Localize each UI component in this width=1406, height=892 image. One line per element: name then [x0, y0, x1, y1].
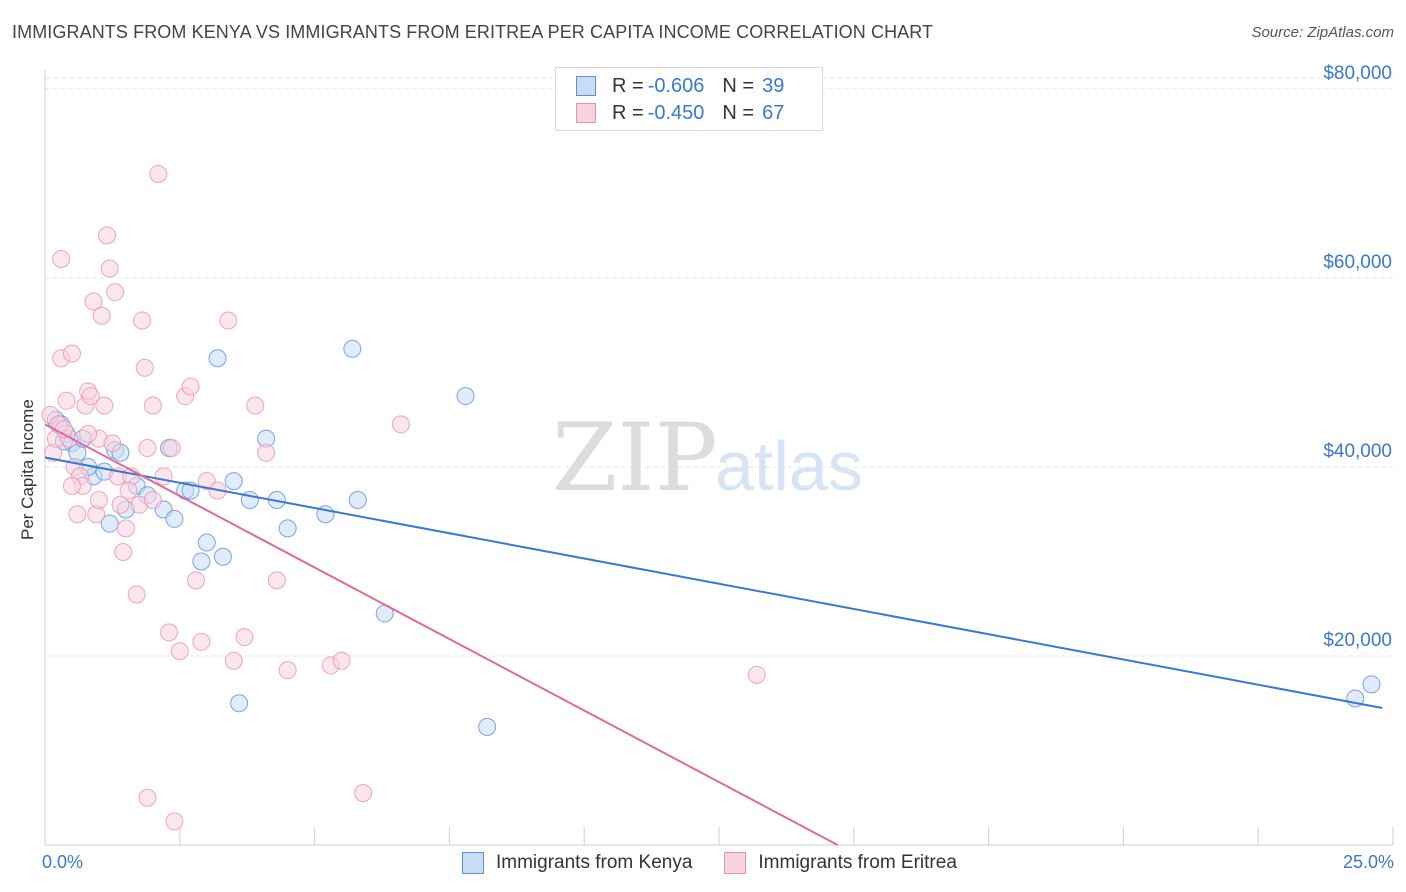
r-value: -0.606: [647, 74, 705, 97]
eritrea-legend-swatch: [724, 852, 747, 874]
eritrea-point[interactable]: [57, 391, 76, 410]
eritrea-trend-line: [44, 423, 839, 846]
eritrea-point[interactable]: [149, 164, 168, 183]
eritrea-point[interactable]: [79, 424, 98, 443]
eritrea-point[interactable]: [106, 283, 125, 302]
eritrea-point[interactable]: [332, 651, 351, 670]
grid-lines: [45, 77, 1393, 657]
trend-lines: [44, 423, 1383, 846]
watermark-zip: ZIP: [552, 404, 718, 513]
stats-legend: R = -0.606 N = 39 R = -0.450 N = 67: [555, 67, 823, 131]
source-label: Source: ZipAtlas.com: [1251, 24, 1394, 41]
eritrea-point[interactable]: [170, 642, 189, 661]
legend-label-eritrea: Immigrants from Eritrea: [758, 852, 957, 873]
eritrea-point[interactable]: [135, 358, 154, 377]
eritrea-point[interactable]: [257, 443, 276, 462]
y-tick-label: $40,000: [1323, 441, 1392, 462]
eritrea-point[interactable]: [747, 665, 766, 684]
kenya-point[interactable]: [348, 491, 367, 510]
kenya-point[interactable]: [192, 552, 211, 571]
kenya-legend-swatch: [462, 852, 484, 874]
y-tick-label: $60,000: [1323, 252, 1392, 273]
kenya-point[interactable]: [230, 694, 249, 713]
eritrea-point[interactable]: [143, 396, 162, 415]
r-label: R =: [612, 74, 644, 97]
eritrea-point[interactable]: [84, 292, 103, 311]
kenya-point[interactable]: [213, 547, 232, 566]
eritrea-point[interactable]: [81, 387, 100, 406]
eritrea-point[interactable]: [162, 439, 181, 458]
eritrea-point[interactable]: [89, 491, 108, 510]
eritrea-point[interactable]: [160, 623, 179, 642]
eritrea-point[interactable]: [154, 467, 173, 486]
eritrea-point[interactable]: [133, 311, 152, 330]
eritrea-point[interactable]: [68, 505, 87, 524]
n-value: 39: [762, 74, 785, 97]
chart-title: IMMIGRANTS FROM KENYA VS IMMIGRANTS FROM…: [12, 22, 934, 42]
eritrea-point[interactable]: [219, 311, 238, 330]
y-tick-label: $20,000: [1323, 630, 1392, 651]
eritrea-point[interactable]: [267, 571, 286, 590]
eritrea-point[interactable]: [138, 439, 157, 458]
kenya-point[interactable]: [343, 339, 362, 358]
kenya-swatch: [576, 76, 596, 96]
kenya-point[interactable]: [456, 387, 475, 406]
kenya-point[interactable]: [100, 514, 119, 533]
stats-row-eritrea: R = -0.450 N = 67: [576, 99, 802, 127]
legend-item-eritrea[interactable]: Immigrants from Eritrea: [724, 852, 957, 874]
eritrea-point[interactable]: [192, 632, 211, 651]
n-value: 67: [762, 101, 785, 124]
eritrea-point[interactable]: [119, 481, 138, 500]
y-tick-label: $80,000: [1323, 63, 1392, 84]
eritrea-point[interactable]: [186, 571, 205, 590]
kenya-trend-line: [44, 456, 1383, 709]
eritrea-point[interactable]: [354, 784, 373, 803]
eritrea-point[interactable]: [62, 344, 81, 363]
stats-row-kenya: R = -0.606 N = 39: [576, 72, 802, 100]
n-label: N =: [722, 101, 755, 124]
legend-label-kenya: Immigrants from Kenya: [496, 852, 693, 873]
kenya-point[interactable]: [208, 349, 227, 368]
eritrea-point[interactable]: [52, 250, 71, 269]
eritrea-point[interactable]: [111, 495, 130, 514]
kenya-point[interactable]: [197, 533, 216, 552]
kenya-point[interactable]: [478, 717, 497, 736]
kenya-point[interactable]: [165, 509, 184, 528]
eritrea-point[interactable]: [138, 788, 157, 807]
kenya-point[interactable]: [278, 519, 297, 538]
eritrea-swatch: [576, 103, 596, 123]
r-value: -0.450: [647, 101, 705, 124]
watermark-atlas: atlas: [715, 427, 863, 505]
eritrea-point[interactable]: [181, 377, 200, 396]
eritrea-point[interactable]: [224, 651, 243, 670]
eritrea-point[interactable]: [100, 259, 119, 278]
eritrea-point[interactable]: [103, 434, 122, 453]
x-tick-min: 0.0%: [42, 852, 84, 872]
y-tick-labels: $20,000 $40,000 $60,000 $80,000: [1323, 63, 1392, 651]
eritrea-point[interactable]: [127, 585, 146, 604]
kenya-point[interactable]: [1362, 675, 1381, 694]
n-label: N =: [722, 74, 755, 97]
eritrea-point[interactable]: [235, 628, 254, 647]
kenya-point[interactable]: [224, 472, 243, 491]
r-label: R =: [612, 101, 644, 124]
eritrea-point[interactable]: [95, 396, 114, 415]
eritrea-point[interactable]: [246, 396, 265, 415]
y-axis-label: Per Capita Income: [18, 399, 37, 540]
eritrea-point[interactable]: [92, 306, 111, 325]
legend-item-kenya[interactable]: Immigrants from Kenya: [462, 852, 692, 874]
x-tick-max: 25.0%: [1342, 852, 1394, 872]
eritrea-point[interactable]: [143, 491, 162, 510]
eritrea-point[interactable]: [391, 415, 410, 434]
eritrea-point[interactable]: [62, 476, 81, 495]
eritrea-point[interactable]: [114, 543, 133, 562]
series-legend: Immigrants from Kenya Immigrants from Er…: [462, 852, 989, 874]
eritrea-point[interactable]: [165, 812, 184, 831]
eritrea-point[interactable]: [116, 519, 135, 538]
eritrea-point[interactable]: [98, 226, 117, 245]
eritrea-point[interactable]: [278, 661, 297, 680]
